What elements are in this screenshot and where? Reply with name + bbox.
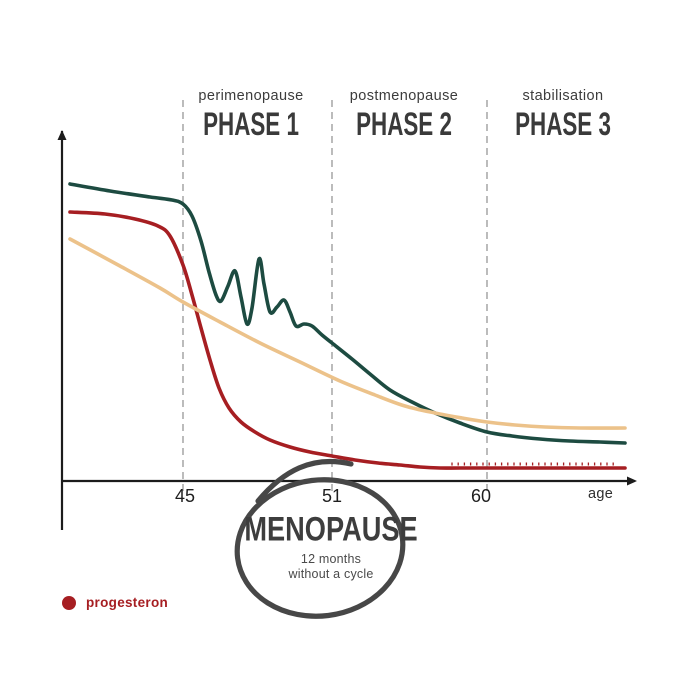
phase-2-header: postmenopause PHASE 2 xyxy=(336,88,473,143)
phase-1-header: perimenopause PHASE 1 xyxy=(183,88,320,143)
phase-1-label: PHASE 1 xyxy=(203,106,299,142)
phase-3-label: PHASE 3 xyxy=(515,106,611,142)
teal-line xyxy=(68,182,627,445)
menopause-annotation-title: MENOPAUSE xyxy=(244,510,418,549)
progesteron-line xyxy=(68,210,627,470)
x-tick-label-60: 60 xyxy=(470,486,492,506)
x-tick-label-51: 51 xyxy=(321,486,343,506)
x-tick-label-45: 45 xyxy=(174,486,196,506)
phase-3-name: stabilisation xyxy=(522,88,604,104)
tan-line xyxy=(68,237,627,430)
phase-3-header: stabilisation PHASE 3 xyxy=(495,88,632,143)
progesteron-line-tick-marks xyxy=(451,462,614,466)
phase-2-label: PHASE 2 xyxy=(356,106,452,142)
phase-2-name: postmenopause xyxy=(349,88,459,104)
phase-1-name: perimenopause xyxy=(198,88,304,104)
x-axis-title: age xyxy=(588,486,614,502)
menopause-annotation-line2: without a cycle xyxy=(288,567,374,581)
menopause-circle-tail xyxy=(255,458,354,504)
x-axis-arrowhead xyxy=(627,476,637,486)
legend: progesteron xyxy=(62,595,168,610)
y-axis-arrowhead xyxy=(57,130,67,140)
menopause-annotation-line1: 12 months xyxy=(300,552,362,566)
menopause-circle xyxy=(234,477,406,619)
progesteron-legend-dot xyxy=(62,595,76,610)
progesteron-legend-label: progesteron xyxy=(86,595,169,610)
